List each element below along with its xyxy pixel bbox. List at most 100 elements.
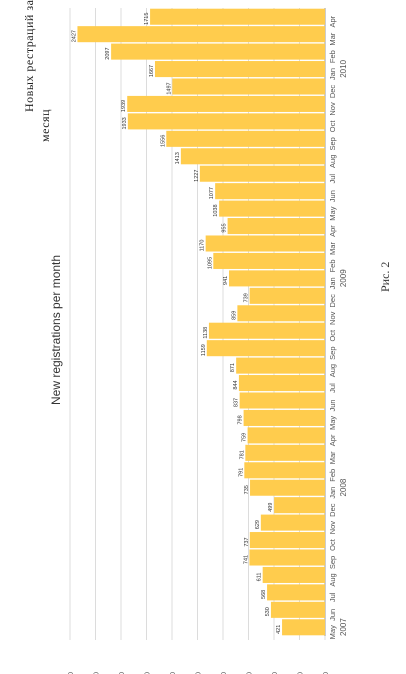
bar-value-label: 1715 <box>144 13 150 25</box>
x-tick-label: Jun <box>328 609 337 621</box>
x-tick-label: Jun <box>328 190 337 202</box>
chart-y-ticks: 0 250 500 750 1000 1250 1500 1750 2000 2250 2500 <box>66 672 330 674</box>
bar-value-label: 1413 <box>175 152 181 164</box>
y-tick-label: 750 <box>245 672 254 674</box>
x-tick-label: Jan <box>328 277 337 289</box>
x-tick-label: Apr <box>328 15 337 27</box>
bar-value-label: 871 <box>230 363 236 372</box>
bar <box>267 584 325 601</box>
bar <box>215 183 325 200</box>
bar <box>244 462 325 479</box>
x-tick-label: Aug <box>328 364 337 377</box>
bar-value-label: 1077 <box>209 187 215 199</box>
x-tick-label: Dec <box>328 85 337 99</box>
bar <box>262 566 325 583</box>
x-tick-label: Oct <box>328 120 337 133</box>
bar <box>111 43 325 60</box>
bar <box>227 218 325 235</box>
bar-value-label: 859 <box>231 311 237 320</box>
x-tick-label: Nov <box>328 311 337 325</box>
bar <box>166 130 325 147</box>
x-tick-label: Jul <box>328 592 337 602</box>
bar-value-label: 1556 <box>160 135 166 147</box>
bar-value-label: 421 <box>276 625 282 634</box>
bar-value-label: 1038 <box>213 204 219 216</box>
bar <box>213 252 325 269</box>
y-tick-label: 1250 <box>194 672 203 674</box>
year-label: 2009 <box>339 269 348 287</box>
bar <box>250 479 325 496</box>
y-tick-label: 1500 <box>168 672 177 674</box>
year-label: 2007 <box>339 618 348 636</box>
y-tick-label: 2000 <box>117 672 126 674</box>
x-tick-label: Apr <box>328 434 337 446</box>
bar-value-label: 941 <box>223 276 229 285</box>
bar-value-label: 955 <box>222 223 228 232</box>
y-tick-label: 1750 <box>143 672 152 674</box>
x-tick-label: Feb <box>328 50 337 63</box>
x-tick-label: Mar <box>328 451 337 464</box>
bar-value-label: 798 <box>238 415 244 424</box>
x-tick-label: Sep <box>328 556 337 569</box>
x-tick-label: Mar <box>328 242 337 255</box>
bar <box>127 95 325 112</box>
bar-value-label: 1939 <box>121 100 127 112</box>
chart-bars <box>77 8 325 636</box>
x-tick-label: Nov <box>328 521 337 535</box>
x-tick-label: Jan <box>328 68 337 80</box>
bar <box>270 601 325 618</box>
chart-value-labels: 421 530 568 611 741 737 629 499 735 791 781 759 798 8… <box>71 13 282 634</box>
bar <box>180 148 325 165</box>
y-tick-label: 500 <box>270 672 279 674</box>
bar <box>238 375 325 392</box>
y-tick-label: 250 <box>296 672 305 674</box>
x-tick-label: May <box>328 625 337 639</box>
x-tick-label: Jun <box>328 399 337 411</box>
bar <box>282 619 325 636</box>
x-tick-label: Dec <box>328 294 337 308</box>
bar <box>229 270 325 287</box>
bar <box>208 322 325 339</box>
y-tick-label: 1000 <box>219 672 228 674</box>
x-tick-label: Mar <box>328 32 337 45</box>
bar-value-label: 837 <box>234 398 240 407</box>
bar-value-label: 781 <box>239 450 245 459</box>
x-tick-label: Sep <box>328 137 337 150</box>
year-label: 2008 <box>339 478 348 496</box>
bar <box>249 287 325 304</box>
bar-value-label: 1138 <box>203 327 209 339</box>
x-tick-label: Jul <box>328 174 337 184</box>
x-tick-label: Nov <box>328 102 337 116</box>
x-tick-label: May <box>328 416 337 430</box>
bar-value-label: 759 <box>242 433 248 442</box>
x-tick-label: May <box>328 206 337 220</box>
bar <box>205 235 325 252</box>
bar-value-label: 2427 <box>71 30 77 42</box>
bar <box>206 340 325 357</box>
x-tick-label: Sep <box>328 346 337 359</box>
bar <box>199 165 325 182</box>
bar-value-label: 1933 <box>122 117 128 129</box>
bar-value-label: 735 <box>244 485 250 494</box>
bar <box>245 444 325 461</box>
y-tick-label: 2500 <box>66 672 75 674</box>
bar <box>127 113 325 130</box>
chart-title: New registrations per month <box>49 255 63 405</box>
bar-value-label: 2097 <box>105 47 111 59</box>
bar <box>260 514 325 531</box>
bar <box>274 497 325 514</box>
x-tick-label: Aug <box>328 155 337 168</box>
x-tick-label: Apr <box>328 225 337 237</box>
x-tick-label: Aug <box>328 573 337 586</box>
year-label: 2010 <box>339 59 348 77</box>
bar-value-label: 611 <box>257 573 263 582</box>
x-tick-label: Feb <box>328 259 337 272</box>
bar-value-label: 1667 <box>149 65 155 77</box>
chart-x-ticks: May Jun Jul Aug Sep Oct Nov Dec Jan Feb Mar Apr May J… <box>328 15 337 639</box>
bar-value-label: 1095 <box>207 257 213 269</box>
y-tick-label: 0 <box>321 672 330 674</box>
bar-value-label: 1159 <box>201 344 207 356</box>
bar-value-label: 568 <box>261 590 267 599</box>
chart-year-labels: 2007 2008 2009 2010 <box>339 59 348 636</box>
